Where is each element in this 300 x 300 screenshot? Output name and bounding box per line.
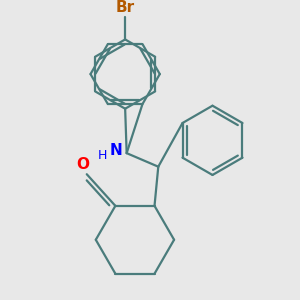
Text: O: O [76,157,89,172]
Text: N: N [110,142,122,158]
Text: H: H [98,149,107,162]
Text: Br: Br [116,0,135,15]
